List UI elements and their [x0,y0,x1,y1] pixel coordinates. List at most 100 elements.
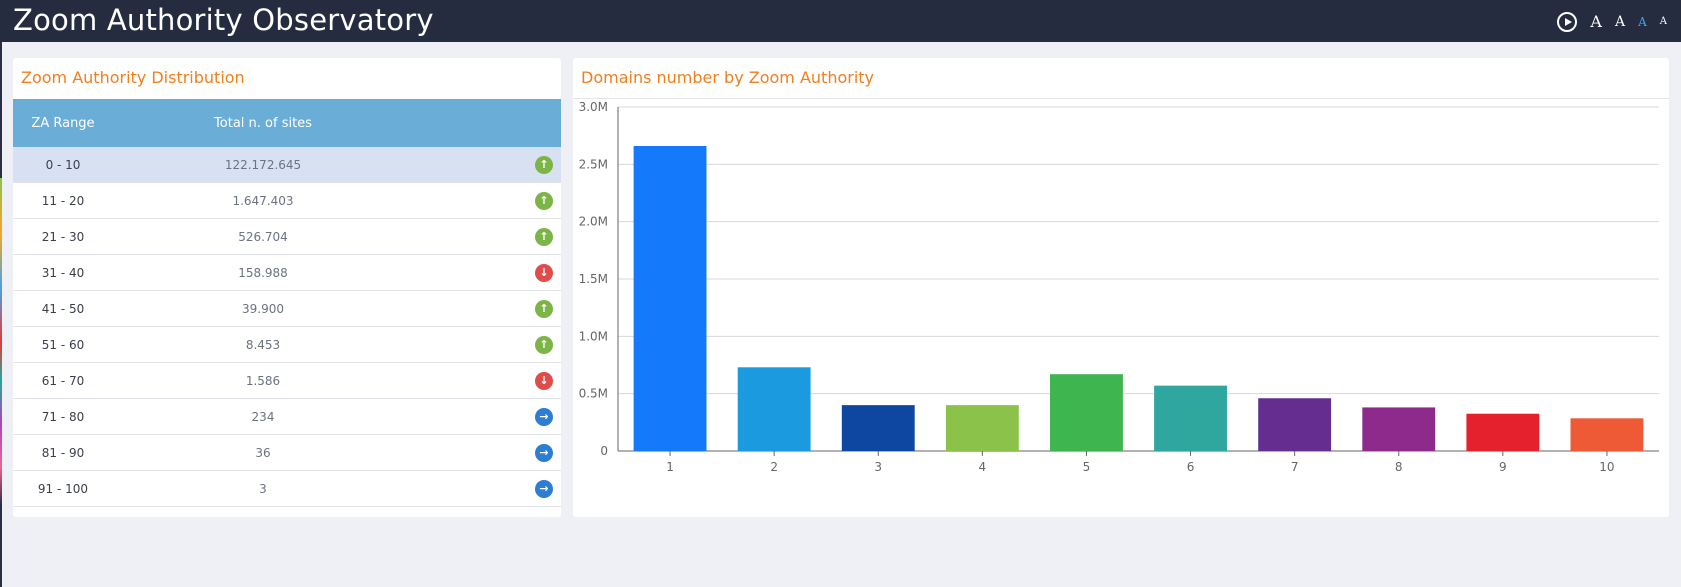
row-total: 1.586 [113,362,413,399]
left-color-strip [0,42,2,587]
arrow-up-icon[interactable]: ↑ [535,227,553,246]
distribution-table: ZA Range Total n. of sites 0 - 10 122.172… [13,99,561,507]
x-tick-label: 3 [874,460,882,474]
bar-10[interactable] [1570,418,1644,451]
app-header: Zoom Authority Observatory A A A A [0,0,1681,42]
arrow-up-icon[interactable]: ↑ [535,335,553,354]
chart-panel: Domains number by Zoom Authority 0 0.5M 1.… [573,58,1669,517]
row-trend-cell: ↓ [413,362,561,399]
row-range: 91 - 100 [13,470,113,507]
x-tick-label: 6 [1187,460,1195,474]
chart-panel-divider [573,98,1669,99]
chart-panel-title: Domains number by Zoom Authority [581,68,875,87]
table-row[interactable]: 21 - 30 526.704 ↑ [13,218,561,255]
x-tick-label: 4 [979,460,987,474]
row-total: 158.988 [113,254,413,291]
row-trend-cell: → [413,470,561,507]
y-tick-label: 2.0M [579,215,608,229]
font-size-large-button[interactable]: A [1590,12,1602,31]
y-tick-label: 0.5M [579,387,608,401]
row-range: 21 - 30 [13,218,113,255]
row-range: 81 - 90 [13,434,113,471]
distribution-panel-title: Zoom Authority Distribution [21,68,245,87]
bar-5[interactable] [1050,374,1123,451]
arrow-up-icon[interactable]: ↑ [535,191,553,210]
y-tick-label: 1.5M [579,272,608,286]
row-range: 0 - 10 [13,147,113,183]
row-total: 39.900 [113,290,413,327]
bar-6[interactable] [1154,385,1227,451]
row-total: 234 [113,398,413,435]
table-row[interactable]: 71 - 80 234 → [13,398,561,435]
y-tick-label: 0 [600,444,608,458]
row-range: 31 - 40 [13,254,113,291]
play-icon[interactable] [1557,12,1578,32]
x-tick-label: 9 [1499,460,1507,474]
row-trend-cell: ↓ [413,254,561,291]
bar-7[interactable] [1258,398,1332,451]
arrow-up-icon[interactable]: ↑ [535,299,553,318]
bar-2[interactable] [737,367,811,451]
row-trend-cell: ↑ [413,147,561,183]
row-range: 51 - 60 [13,326,113,363]
table-row[interactable]: 41 - 50 39.900 ↑ [13,290,561,327]
bar-1[interactable] [633,145,707,451]
arrow-down-icon[interactable]: ↓ [535,263,553,282]
row-trend-cell: ↑ [413,182,561,219]
x-tick-label: 2 [770,460,778,474]
y-tick-label: 1.0M [579,329,608,343]
row-trend-cell: ↑ [413,218,561,255]
arrow-up-icon[interactable]: ↑ [535,155,553,174]
row-total: 3 [113,470,413,507]
table-row[interactable]: 0 - 10 122.172.645 ↑ [13,147,561,183]
font-size-medium-button[interactable]: A [1614,14,1626,30]
app-title: Zoom Authority Observatory [13,3,434,37]
row-total: 122.172.645 [113,147,413,183]
arrow-down-icon[interactable]: ↓ [535,371,553,390]
column-header-trend [413,99,561,147]
row-range: 11 - 20 [13,182,113,219]
arrow-right-icon[interactable]: → [535,407,553,426]
bar-chart: 0 0.5M 1.0M 1.5M 2.0M 2.5M 3.0M 1 2 3 4 5 6 7 8 9 10 [579,100,1659,474]
x-tick-label: 8 [1395,460,1403,474]
bar-3[interactable] [841,405,915,451]
column-header-total[interactable]: Total n. of sites [113,99,413,147]
x-tick-label: 1 [666,460,674,474]
table-row[interactable]: 31 - 40 158.988 ↓ [13,254,561,291]
row-trend-cell: → [413,398,561,435]
row-total: 1.647.403 [113,182,413,219]
row-total: 36 [113,434,413,471]
x-tick-label: 5 [1083,460,1091,474]
x-tick-label: 10 [1599,460,1614,474]
bar-9[interactable] [1466,413,1540,451]
x-tick-label: 7 [1291,460,1299,474]
row-range: 41 - 50 [13,290,113,327]
bar-8[interactable] [1362,407,1436,451]
table-row[interactable]: 11 - 20 1.647.403 ↑ [13,182,561,219]
font-size-small-button[interactable]: A [1638,15,1647,29]
arrow-right-icon[interactable]: → [535,479,553,498]
chart-y-ticks: 0 0.5M 1.0M 1.5M 2.0M 2.5M 3.0M [579,100,608,458]
table-row[interactable]: 51 - 60 8.453 ↑ [13,326,561,363]
chart-bars [633,145,1644,451]
bar-4[interactable] [945,405,1019,451]
row-trend-cell: ↑ [413,290,561,327]
row-total: 8.453 [113,326,413,363]
table-row[interactable]: 61 - 70 1.586 ↓ [13,362,561,399]
row-total: 526.704 [113,218,413,255]
table-header-row: ZA Range Total n. of sites [13,99,561,147]
row-range: 71 - 80 [13,398,113,435]
column-header-range[interactable]: ZA Range [13,99,113,147]
chart-x-ticks: 1 2 3 4 5 6 7 8 9 10 [666,451,1615,474]
y-tick-label: 2.5M [579,157,608,171]
row-trend-cell: → [413,434,561,471]
table-row[interactable]: 91 - 100 3 → [13,470,561,507]
font-size-smallest-button[interactable]: A [1659,16,1667,27]
distribution-panel: Zoom Authority Distribution ZA Range Tot… [13,58,561,517]
row-trend-cell: ↑ [413,326,561,363]
arrow-right-icon[interactable]: → [535,443,553,462]
y-tick-label: 3.0M [579,100,608,114]
header-controls: A A A A [1557,10,1667,34]
row-range: 61 - 70 [13,362,113,399]
table-row[interactable]: 81 - 90 36 → [13,434,561,471]
